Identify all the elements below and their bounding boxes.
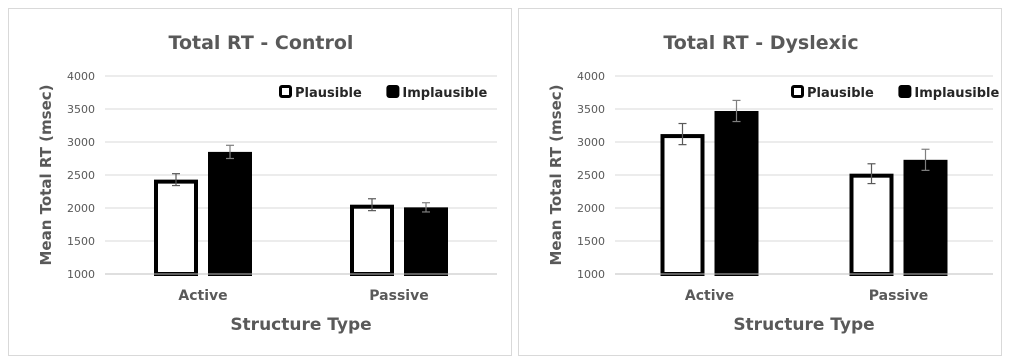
x-axis-label: Structure Type bbox=[733, 315, 874, 335]
legend-entry: Implausible bbox=[914, 86, 999, 101]
x-axis-label: Structure Type bbox=[230, 315, 371, 335]
y-tick-label: 4000 bbox=[67, 70, 95, 83]
y-tick-label: 1000 bbox=[577, 268, 605, 281]
y-tick-label: 3000 bbox=[577, 136, 605, 149]
chart-dyslexic: Total RT - Dyslexic 1000 1500 2000 2500 3000 3… bbox=[547, 32, 1000, 335]
bar bbox=[404, 207, 448, 276]
chart-title: Total RT - Dyslexic bbox=[663, 32, 858, 54]
y-tick-label: 3000 bbox=[67, 136, 95, 149]
y-axis-label: Mean Total RT (msec) bbox=[547, 85, 565, 266]
chart-control: Total RT - Control 1000 1500 2000 2500 3000 35… bbox=[37, 32, 497, 335]
y-tick-label: 2500 bbox=[67, 169, 95, 182]
y-tick-label: 3500 bbox=[67, 103, 95, 116]
chart-title: Total RT - Control bbox=[169, 32, 354, 54]
y-tick-label: 1500 bbox=[577, 235, 605, 248]
x-tick-label: Passive bbox=[869, 288, 928, 304]
y-tick-label: 4000 bbox=[577, 70, 605, 83]
legend-swatch bbox=[791, 85, 804, 98]
x-tick-label: Active bbox=[685, 288, 734, 304]
y-tick-label: 2000 bbox=[67, 202, 95, 215]
bar bbox=[350, 204, 394, 276]
legend-entry: Plausible bbox=[807, 86, 874, 101]
bar bbox=[849, 173, 894, 276]
legend-swatch bbox=[279, 85, 292, 98]
y-tick-label: 3500 bbox=[577, 103, 605, 116]
bar bbox=[903, 159, 948, 277]
x-tick-label: Active bbox=[178, 288, 227, 304]
bar bbox=[208, 151, 252, 276]
y-tick-label: 1500 bbox=[67, 235, 95, 248]
bar bbox=[714, 110, 759, 277]
bar bbox=[154, 179, 198, 276]
bar bbox=[660, 134, 705, 276]
chart-panel-dyslexic: Total RT - Dyslexic 1000 1500 2000 2500 3000 3… bbox=[518, 8, 1002, 356]
y-axis-label: Mean Total RT (msec) bbox=[37, 85, 55, 266]
y-tick-label: 1000 bbox=[67, 268, 95, 281]
y-tick-label: 2500 bbox=[577, 169, 605, 182]
legend-swatch bbox=[898, 85, 912, 98]
legend-swatch bbox=[386, 85, 400, 98]
y-tick-label: 2000 bbox=[577, 202, 605, 215]
chart-panel-control: Total RT - Control 1000 1500 2000 2500 3000 35… bbox=[8, 8, 512, 356]
legend-entry: Implausible bbox=[402, 86, 487, 101]
x-tick-label: Passive bbox=[369, 288, 428, 304]
legend-entry: Plausible bbox=[295, 86, 362, 101]
